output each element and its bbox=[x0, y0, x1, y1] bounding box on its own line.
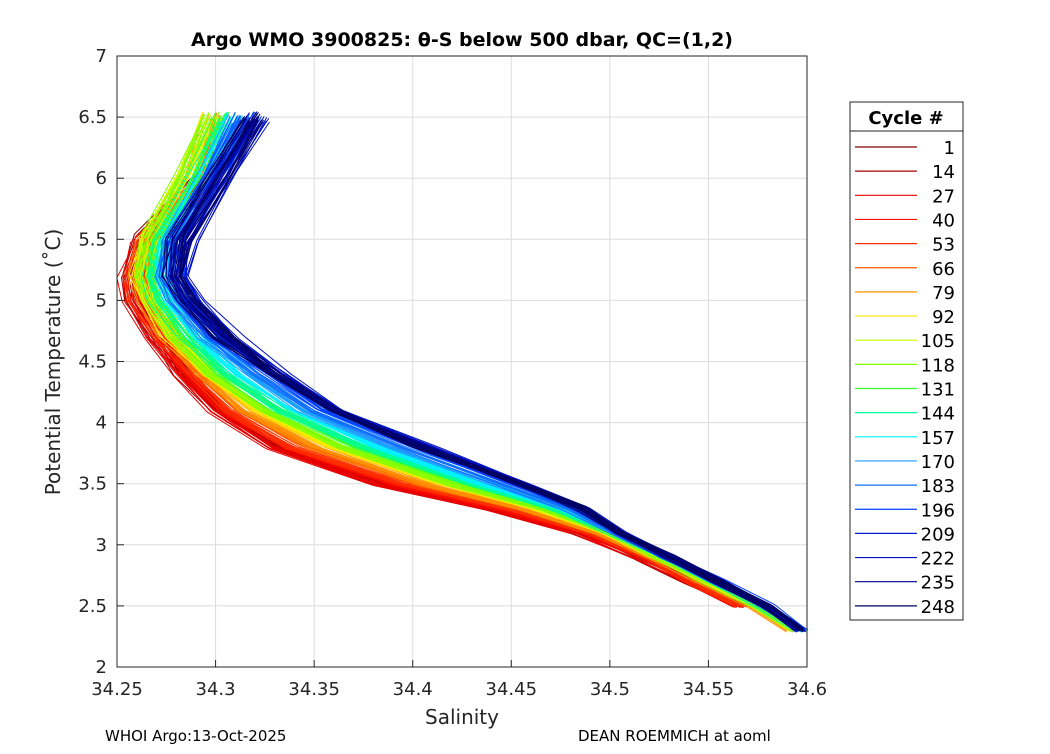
legend-label: 79 bbox=[932, 283, 955, 304]
legend-item: 196 bbox=[855, 500, 955, 521]
x-tick-label: 34.25 bbox=[91, 679, 143, 700]
legend-label: 40 bbox=[932, 210, 955, 231]
profile-line-near-cycle-248 bbox=[179, 112, 805, 630]
legend-label: 27 bbox=[932, 186, 955, 207]
x-tick-label: 34.4 bbox=[393, 679, 433, 700]
x-tick-label: 34.35 bbox=[288, 679, 340, 700]
legend-label: 66 bbox=[932, 259, 955, 280]
profile-line-near-cycle-118 bbox=[138, 119, 800, 632]
legend-item: 118 bbox=[855, 355, 955, 376]
legend-item: 157 bbox=[855, 428, 955, 449]
footer-left: WHOI Argo:13-Oct-2025 bbox=[105, 727, 286, 745]
legend-item: 131 bbox=[855, 380, 955, 401]
x-tick-label: 34.3 bbox=[196, 679, 236, 700]
legend-item: 105 bbox=[855, 331, 955, 352]
profile-line-near-cycle-248 bbox=[165, 117, 795, 631]
legend-item: 14 bbox=[855, 162, 955, 183]
y-tick-label: 6 bbox=[96, 168, 107, 189]
y-tick-label: 4.5 bbox=[78, 352, 107, 373]
x-axis-label: Salinity bbox=[425, 705, 499, 729]
y-axis-label: Potential Temperature (˚C) bbox=[41, 229, 65, 496]
legend-item: 40 bbox=[855, 210, 955, 231]
legend-item: 79 bbox=[855, 283, 955, 304]
x-tick-label: 34.6 bbox=[787, 679, 827, 700]
profile-line-near-cycle-79 bbox=[127, 117, 787, 632]
legend: Cycle # 1 14 27 40 53 66 79 92 105 118 131 144 157 17… bbox=[849, 101, 964, 621]
legend-label: 209 bbox=[921, 524, 955, 545]
legend-item: 66 bbox=[855, 259, 955, 280]
profile-lines bbox=[116, 111, 809, 633]
legend-label: 118 bbox=[921, 355, 955, 376]
y-axis-ticks: 2 2.5 3 3.5 4 4.5 5 5.5 6 6.5 7 bbox=[78, 46, 124, 678]
x-axis-ticks: 34.25 34.3 34.35 34.4 34.45 34.5 34.55 34.6 bbox=[91, 660, 827, 700]
legend-label: 92 bbox=[932, 307, 955, 328]
legend-label: 170 bbox=[921, 452, 955, 473]
legend-label: 14 bbox=[932, 162, 955, 183]
profile-line-near-cycle-183 bbox=[158, 122, 797, 633]
profile-line-near-cycle-105 bbox=[134, 113, 793, 630]
profile-line-near-cycle-144 bbox=[147, 119, 797, 632]
legend-label: 144 bbox=[921, 404, 955, 425]
y-tick-label: 5.5 bbox=[78, 229, 107, 250]
y-tick-label: 2.5 bbox=[78, 596, 107, 617]
y-tick-label: 7 bbox=[96, 46, 107, 67]
legend-label: 1 bbox=[944, 138, 955, 159]
legend-item: 1 bbox=[855, 138, 955, 159]
legend-item: 170 bbox=[855, 452, 955, 473]
y-tick-label: 3 bbox=[96, 535, 107, 556]
x-tick-label: 34.55 bbox=[683, 679, 735, 700]
legend-label: 183 bbox=[921, 476, 955, 497]
legend-item: 235 bbox=[855, 573, 955, 594]
y-tick-label: 2 bbox=[96, 657, 107, 678]
legend-label: 222 bbox=[921, 549, 955, 570]
legend-item: 183 bbox=[855, 476, 955, 497]
legend-label: 235 bbox=[921, 573, 955, 594]
legend-label: 196 bbox=[921, 500, 955, 521]
legend-item: 53 bbox=[855, 235, 955, 256]
legend-label: 105 bbox=[921, 331, 955, 352]
legend-item: 248 bbox=[855, 597, 955, 618]
legend-label: 53 bbox=[932, 235, 955, 256]
y-tick-label: 3.5 bbox=[78, 474, 107, 495]
y-tick-label: 4 bbox=[96, 413, 107, 434]
legend-label: 157 bbox=[921, 428, 955, 449]
legend-item: 209 bbox=[855, 524, 955, 545]
y-tick-label: 5 bbox=[96, 290, 107, 311]
legend-label: 131 bbox=[921, 380, 955, 401]
profile-line-near-cycle-27 bbox=[125, 182, 737, 608]
legend-item: 222 bbox=[855, 549, 955, 570]
profile-line-near-cycle-248 bbox=[179, 119, 804, 632]
profile-line-near-cycle-118 bbox=[134, 114, 797, 630]
legend-title: Cycle # bbox=[868, 108, 943, 129]
x-tick-label: 34.5 bbox=[590, 679, 630, 700]
legend-item: 92 bbox=[855, 307, 955, 328]
footer-right: DEAN ROEMMICH at aoml bbox=[578, 727, 771, 745]
profile-line-near-cycle-53 bbox=[124, 182, 737, 608]
y-tick-label: 6.5 bbox=[78, 107, 107, 128]
legend-item: 27 bbox=[855, 186, 955, 207]
x-tick-label: 34.45 bbox=[486, 679, 538, 700]
legend-item: 144 bbox=[855, 404, 955, 425]
chart-title: Argo WMO 3900825: θ-S below 500 dbar, QC… bbox=[191, 29, 733, 51]
legend-label: 248 bbox=[921, 597, 955, 618]
